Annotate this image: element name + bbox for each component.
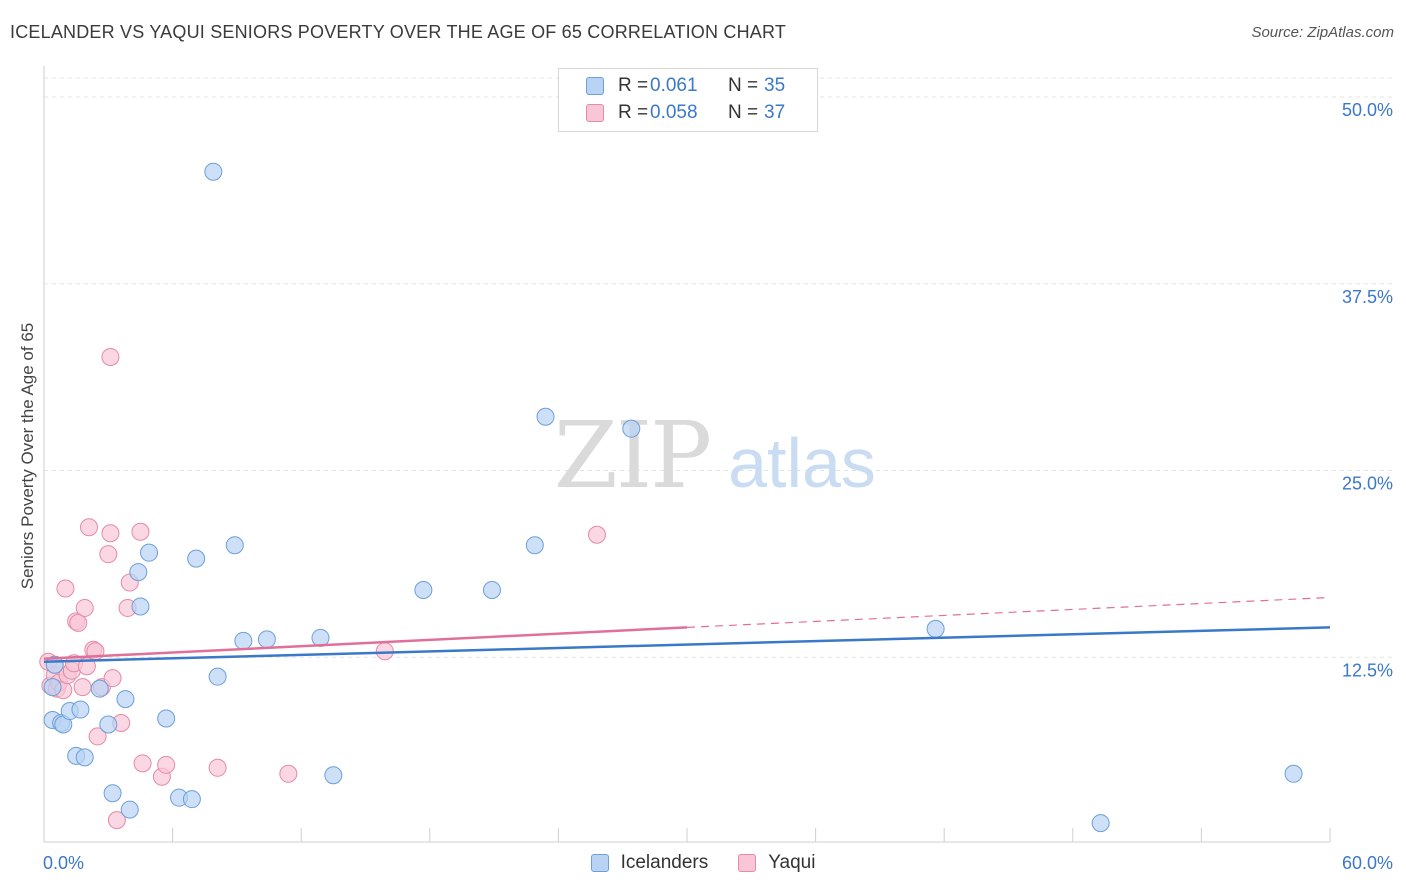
icelanders-point	[1284, 764, 1303, 783]
icelanders-point	[926, 619, 945, 638]
watermark-atlas: atlas	[728, 424, 876, 502]
icelanders-point	[1091, 814, 1110, 833]
icelanders-point	[129, 563, 148, 582]
legend-label-icelanders: Icelanders	[620, 852, 709, 873]
yaqui-point	[279, 764, 298, 783]
yaqui-trend-extension	[686, 596, 1331, 628]
icelanders-point	[525, 536, 544, 555]
legend-item-icelanders: Icelanders	[590, 852, 709, 874]
icelanders-point	[75, 748, 94, 767]
icelanders-point	[131, 597, 150, 616]
icelanders-point	[234, 631, 253, 650]
yaqui-point	[69, 613, 88, 632]
tick-labels: 12.5% 25.0% 37.5% 50.0% 0.0% 60.0%	[43, 100, 1393, 873]
icelanders-point	[208, 667, 227, 686]
grid-lines	[44, 77, 1392, 658]
icelanders-point	[536, 407, 555, 426]
r-label: R =	[618, 102, 649, 123]
yaqui-point	[208, 758, 227, 777]
icelanders-legend-swatch	[590, 854, 609, 872]
yaqui-swatch	[586, 104, 604, 122]
series-legend: Icelanders Yaqui	[0, 852, 1406, 874]
icelanders-point	[43, 678, 62, 697]
yaqui-point	[133, 754, 152, 773]
icelanders-point	[182, 790, 201, 809]
yaqui-point	[101, 524, 120, 543]
icelanders-point	[157, 709, 176, 728]
x-tick-label: 60.0%	[1342, 853, 1393, 873]
yaqui-point	[99, 545, 118, 564]
stats-legend: R = 0.061 N = 35 R = 0.058 N = 37	[558, 68, 818, 132]
x-tick-label: 0.0%	[43, 853, 84, 873]
icelanders-point	[324, 766, 343, 785]
icelanders-point	[103, 784, 122, 803]
icelanders-point	[90, 679, 109, 698]
data-points	[39, 162, 1303, 833]
icelanders-point	[225, 536, 244, 555]
icelanders-trend-line	[43, 626, 1331, 663]
r-value-yaqui: 0.058	[650, 102, 698, 123]
chart-title: ICELANDER VS YAQUI SENIORS POVERTY OVER …	[10, 22, 787, 42]
icelanders-point	[257, 630, 276, 649]
icelanders-point	[140, 543, 159, 562]
icelanders-point	[116, 690, 135, 709]
y-tick-label: 50.0%	[1342, 100, 1393, 120]
icelanders-point	[482, 581, 501, 600]
y-tick-label: 25.0%	[1342, 474, 1393, 494]
icelanders-point	[622, 419, 641, 438]
yaqui-point	[75, 598, 94, 617]
n-value-yaqui: 37	[764, 102, 786, 123]
icelanders-point	[71, 700, 90, 719]
yaqui-point	[80, 518, 99, 537]
y-tick-label: 37.5%	[1342, 287, 1393, 307]
icelanders-point	[187, 549, 206, 568]
stats-legend-row-yaqui: R = 0.058 N = 37	[559, 100, 785, 126]
trend-lines	[43, 596, 1331, 663]
watermark-zip: ZIP	[554, 402, 710, 509]
n-label: N =	[728, 75, 759, 96]
icelanders-point	[204, 162, 223, 181]
icelanders-swatch	[586, 77, 604, 95]
n-value-icelanders: 35	[764, 75, 786, 96]
stats-legend-row-icelanders: R = 0.061 N = 35	[559, 73, 785, 99]
yaqui-point	[73, 678, 92, 697]
yaqui-point	[103, 669, 122, 688]
legend-item-yaqui: Yaqui	[738, 852, 815, 874]
axes	[43, 66, 1331, 843]
yaqui-point	[107, 811, 126, 830]
icelanders-point	[414, 581, 433, 600]
yaqui-trend-line	[43, 626, 688, 660]
icelanders-point	[120, 800, 139, 819]
watermark: ZIP atlas	[554, 402, 876, 509]
r-value-icelanders: 0.061	[650, 75, 698, 96]
source-label: Source: ZipAtlas.com	[1251, 24, 1394, 41]
yaqui-point	[88, 727, 107, 746]
yaqui-point	[101, 347, 120, 366]
yaqui-point	[157, 755, 176, 774]
icelanders-point	[99, 715, 118, 734]
n-label: N =	[728, 102, 759, 123]
yaqui-legend-swatch	[738, 854, 757, 872]
r-label: R =	[618, 75, 649, 96]
y-tick-label: 12.5%	[1342, 660, 1393, 680]
yaqui-point	[131, 522, 150, 541]
legend-label-yaqui: Yaqui	[768, 852, 816, 873]
yaqui-point	[587, 525, 606, 544]
yaqui-point	[56, 579, 75, 598]
